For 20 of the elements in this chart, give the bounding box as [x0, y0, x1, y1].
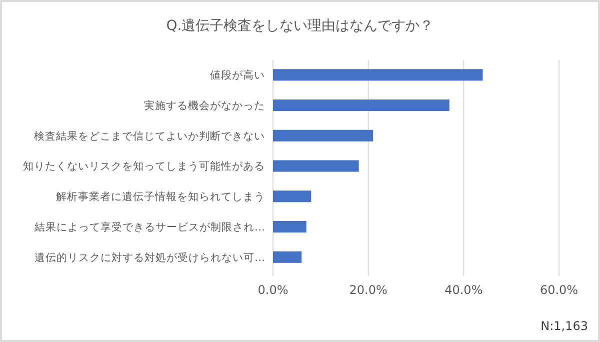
y-tick-label: 結果によって享受できるサービスが制限され… — [34, 220, 265, 234]
y-tick-label: 値段が高い — [210, 68, 265, 82]
x-tick-label: 0.0% — [258, 283, 288, 297]
y-tick-label: 知りたくないリスクを知ってしまう可能性がある — [23, 160, 265, 173]
bar — [273, 190, 312, 202]
x-tick-label: 40.0% — [444, 283, 483, 297]
bar — [273, 251, 302, 263]
bar — [273, 99, 450, 112]
bar — [273, 130, 374, 142]
y-tick-label: 実施する機会がなかった — [144, 98, 265, 112]
bar — [273, 220, 306, 233]
x-tick-label: 20.0% — [349, 283, 388, 297]
y-tick-label: 遺伝的リスクに対する対処が受けられない可… — [34, 250, 265, 264]
bar — [273, 160, 359, 172]
chart-title: Q.遺伝子検査をしない理由はなんですか？ — [166, 18, 434, 34]
y-tick-label: 検査結果をどこまで信じてよいか判断できない — [34, 129, 265, 142]
x-tick-label: 60.0% — [540, 283, 578, 297]
bar — [273, 69, 483, 81]
y-tick-label: 解析事業者に遺伝子情報を知られてしまう — [56, 190, 265, 204]
text: N:1,163 — [540, 319, 588, 333]
